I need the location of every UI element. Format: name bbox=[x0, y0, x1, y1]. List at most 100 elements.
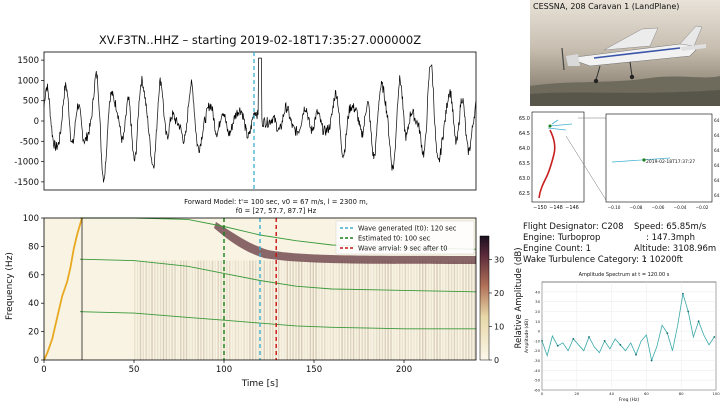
amp-point bbox=[603, 340, 606, 342]
spectrogram-arrival-energy bbox=[214, 222, 476, 264]
amp-point bbox=[687, 310, 690, 313]
amplitude-spectrum-frame bbox=[541, 281, 717, 391]
flight-track bbox=[538, 129, 556, 199]
aircraft-speed-mph: : 147.3mph bbox=[646, 233, 695, 243]
amp-point bbox=[682, 292, 684, 295]
map-main-ytick: 62.5 bbox=[519, 191, 530, 197]
map-zoom-ytick: 64.76 bbox=[714, 178, 720, 183]
seismogram-ytick-label: -1500 bbox=[14, 178, 39, 188]
spectrogram-xlabel: Time [s] bbox=[241, 379, 279, 389]
map-main-frame bbox=[531, 111, 585, 203]
amp-ytick: 20 bbox=[535, 309, 540, 314]
amp-ytick: -20 bbox=[534, 348, 541, 353]
spectrogram-xtick-label: 0 bbox=[41, 365, 46, 375]
spectrogram-title-line2: f0 = [27, 57.7, 87.7] Hz bbox=[236, 207, 317, 215]
map-main-ytick: 63.0 bbox=[519, 176, 530, 182]
amp-point bbox=[572, 338, 575, 340]
amp-point bbox=[556, 344, 559, 347]
seismogram-frame bbox=[43, 51, 477, 191]
spectrogram-legend: Wave generated (t0): 120 sec Estimated t0… bbox=[335, 220, 475, 255]
seismogram-ytick-label: 500 bbox=[23, 97, 39, 107]
spectrogram-ytick-label: 20 bbox=[28, 328, 39, 338]
amp-ytick: 40 bbox=[535, 289, 540, 294]
amp-ytick: 0 bbox=[538, 329, 541, 334]
wake-turbulence-category: Wake Turbulence Category: 1 bbox=[523, 255, 647, 265]
amp-xtick: 40 bbox=[609, 391, 614, 396]
amp-point bbox=[713, 336, 716, 338]
airplane-icon bbox=[530, 25, 720, 106]
map-zoom-frame bbox=[605, 113, 713, 203]
amp-point bbox=[635, 353, 637, 356]
amp-point bbox=[619, 343, 622, 346]
aircraft-photo bbox=[530, 0, 720, 106]
map-zoom-xtick: −0.06 bbox=[652, 205, 665, 210]
amplitude-spectrum-title: Amplitude Spectrum at t = 120.00 s bbox=[579, 272, 670, 278]
map-zoom-ytick: 64.77 bbox=[714, 163, 720, 168]
engine-count: Engine Count: 1 bbox=[523, 244, 592, 254]
colorbar-label: Relative Amplitude (dB) bbox=[514, 247, 524, 348]
map-zoom-ytick: 64.79 bbox=[714, 133, 720, 138]
map-main-xtick: −150 bbox=[533, 205, 547, 211]
amp-point bbox=[666, 332, 669, 334]
spectrogram-ytick-label: 0 bbox=[34, 356, 39, 366]
amp-point bbox=[650, 359, 653, 362]
spectrogram-stripes bbox=[134, 260, 476, 360]
legend-entry: Wave generated (t0): 120 sec bbox=[358, 225, 457, 233]
spectrogram-xtick-label: 100 bbox=[216, 365, 232, 375]
amplitude-spectrum-chart: Amplitude Spectrum at t = 120.00 s -60 -5… bbox=[524, 272, 720, 403]
map-main-ytick: 64.5 bbox=[519, 131, 530, 137]
amp-point bbox=[541, 340, 543, 342]
spectrogram-ytick-label: 100 bbox=[23, 214, 39, 224]
amp-point bbox=[697, 320, 700, 323]
amp-ytick: 30 bbox=[535, 299, 540, 304]
amp-point bbox=[588, 336, 590, 338]
seismogram-waveform bbox=[43, 57, 477, 183]
map-zoom-xtick: −0.04 bbox=[674, 205, 687, 210]
model-curve-f0-57.7 bbox=[79, 258, 477, 293]
map-zoom-xtick: −0.02 bbox=[696, 205, 709, 210]
map-zoom-ytick: 64.80 bbox=[714, 118, 720, 123]
colorbar-tick-label: 0 bbox=[494, 356, 499, 365]
amp-xtick: 100 bbox=[712, 391, 720, 396]
spectrogram-ytick-label: 60 bbox=[28, 271, 39, 281]
colorbar bbox=[479, 235, 490, 361]
aircraft-altitude: Altitude: 3108.96m bbox=[634, 244, 717, 254]
map-zoom-xtick: −0.10 bbox=[608, 205, 621, 210]
spectrogram-xtick-label: 50 bbox=[129, 365, 140, 375]
colorbar-tick-label: 20 bbox=[494, 289, 504, 298]
flight-designator: Flight Designator: C208 bbox=[523, 222, 624, 232]
colorbar-tick-label: 30 bbox=[494, 255, 504, 264]
amp-ytick: -30 bbox=[534, 358, 541, 363]
aircraft-altitude-ft: : 10200ft bbox=[644, 255, 683, 265]
spectrogram-title-line1: Forward Model: t'= 100 sec, v0 = 67 m/s,… bbox=[184, 198, 368, 206]
map-zoom-label: 2019-02-18T17:37:27 bbox=[646, 159, 695, 165]
spectrogram-xtick-label: 200 bbox=[396, 365, 412, 375]
map-main-ytick: 65.0 bbox=[519, 116, 530, 122]
amp-xtick: 20 bbox=[574, 391, 579, 396]
spectrogram-frame bbox=[43, 217, 477, 361]
spectrogram-ytick-label: 80 bbox=[28, 242, 39, 252]
spectrogram-ylabel: Frequency (Hz) bbox=[5, 252, 15, 320]
aircraft-photo-caption: CESSNA, 208 Caravan 1 (LandPlane) bbox=[533, 2, 680, 11]
colorbar-tick-label: 10 bbox=[494, 322, 504, 331]
seismogram-ytick-label: 0 bbox=[34, 117, 39, 127]
amp-ytick: -10 bbox=[534, 338, 541, 343]
map-main-ytick: 64.0 bbox=[519, 146, 530, 152]
spectrogram-chart: Forward Model: t'= 100 sec, v0 = 67 m/s,… bbox=[5, 198, 524, 389]
flight-map: 65.0 64.5 64.0 63.5 63.0 62.5 −150−148−146 64.… bbox=[519, 111, 720, 211]
amp-ytick: -50 bbox=[534, 378, 541, 383]
amp-ytick: -60 bbox=[534, 388, 541, 393]
seismogram-ytick-label: 1500 bbox=[17, 56, 39, 66]
spectrogram-xtick-label: 150 bbox=[306, 365, 322, 375]
spectrogram-ytick-label: 40 bbox=[28, 299, 39, 309]
seismogram-chart: XV.F3TN..HHZ – starting 2019-02-18T17:35… bbox=[14, 33, 477, 191]
seismogram-title: XV.F3TN..HHZ – starting 2019-02-18T17:35… bbox=[99, 33, 421, 47]
amp-ytick: 10 bbox=[535, 319, 540, 324]
map-zoom-ytick: 64.78 bbox=[714, 148, 720, 153]
map-main-xtick: −148 bbox=[549, 205, 563, 211]
amplitude-spectrum-ylabel: Amplitude (dB) bbox=[524, 319, 530, 353]
map-main-ytick: 63.5 bbox=[519, 161, 530, 167]
map-zoom-xtick: −0.08 bbox=[630, 205, 643, 210]
amplitude-spectrum-xlabel: Freq (Hz) bbox=[619, 397, 640, 403]
legend-entry: Wave arrvial: 9 sec after t0 bbox=[358, 245, 447, 253]
